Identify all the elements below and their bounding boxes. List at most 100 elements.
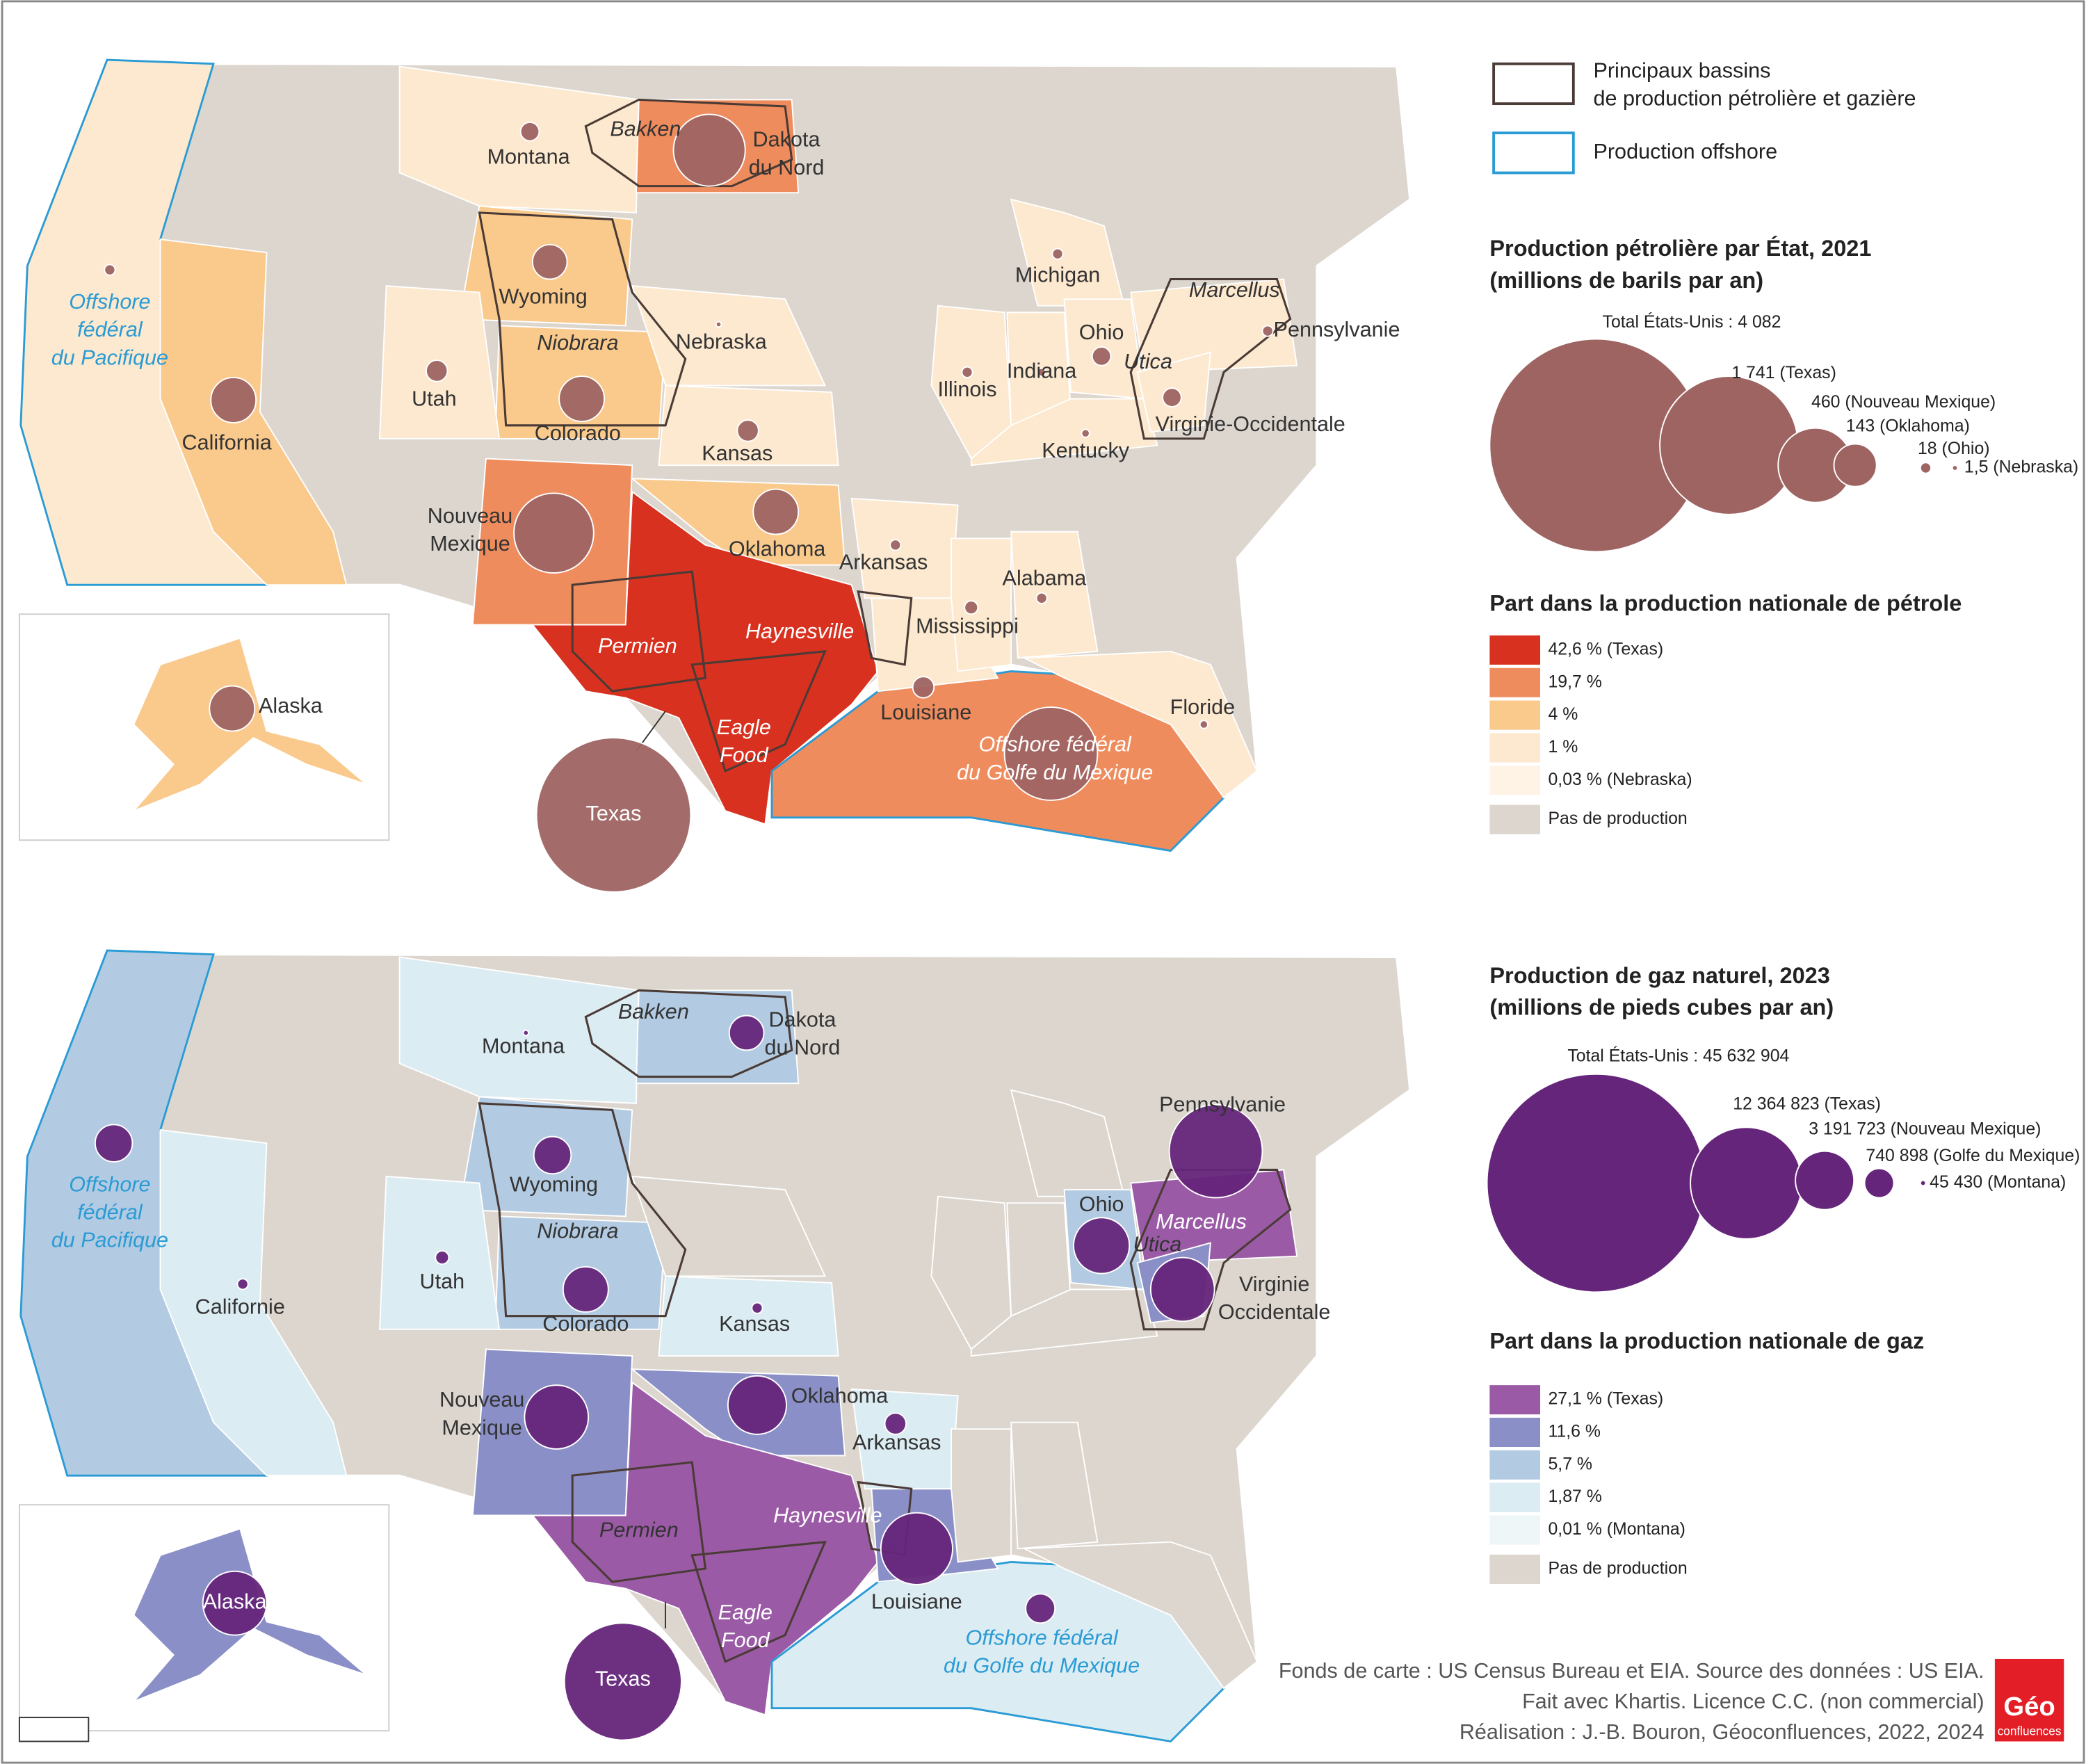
size-label: 460 (Nouveau Mexique) [1811,393,1996,412]
state [951,537,1012,672]
symbol [672,113,746,187]
class-label: 4 % [1548,705,1578,724]
map-label: Colorado [542,1312,629,1336]
map-label: du Golfe du Mexique [944,1654,1140,1678]
logo-box [1994,1658,2064,1742]
symbol [961,366,973,378]
map-label: Alabama [1003,567,1087,590]
map-label: Niobrara [537,1219,618,1243]
legend-label: Principaux bassins [1593,58,1770,82]
basin-swatch [1492,62,1575,106]
map-label: Louisiane [880,701,971,725]
state [1021,650,1258,799]
size-circle [1863,1167,1895,1199]
map-label: Californie [195,1295,285,1318]
map-label: fédéral [77,318,143,341]
symbol [880,1512,953,1585]
map-label: Haynesville [773,1503,882,1527]
map-label: Utica [1133,1232,1182,1256]
map-label: Mississippi [916,614,1019,638]
symbol [1037,367,1046,378]
credit: Réalisation : J.-B. Bouron, Géoconfluenc… [1460,1720,1984,1744]
map-label: Wyoming [499,284,588,308]
class-swatch [1489,1482,1541,1512]
class-label: Pas de production [1548,809,1687,828]
map-label: Eagle [718,1601,773,1624]
size-circle [1919,462,1932,474]
map-label: Utica [1124,350,1172,373]
credit: Fait avec Khartis. Licence C.C. (non com… [1522,1690,1984,1713]
map-label: Utah [412,387,457,411]
map-label: Occidentale [1218,1300,1330,1324]
map-label: Offshore [69,290,150,314]
state [1021,1541,1258,1690]
map-label: Mexique [442,1416,522,1439]
symbol [884,1412,907,1435]
size-label: Total États-Unis : 4 082 [1603,311,1781,332]
class-label: 0,01 % (Montana) [1548,1520,1685,1539]
map-label: fédéral [77,1201,143,1224]
legend-title: (millions de barils par an) [1489,268,1763,293]
state [398,956,640,1104]
state [398,65,640,213]
logo: confluences [1998,1724,2062,1738]
symbol [715,321,722,328]
map-label: du Nord [765,1036,841,1060]
symbol [728,1014,765,1051]
symbol [558,375,606,423]
symbol [727,1375,787,1435]
symbol [1199,720,1209,729]
class-swatch [1489,1450,1541,1480]
map-label: Marcellus [1156,1210,1247,1233]
symbol [1025,1593,1056,1624]
map-label: Offshore [69,1172,150,1196]
symbol [751,1302,763,1314]
map-label: Oklahoma [791,1384,888,1407]
symbol [752,488,800,535]
legend-label: Production offshore [1593,140,1777,163]
map-label: Kansas [719,1312,790,1336]
map-label: Texas [595,1667,651,1691]
class-label: 1,87 % [1548,1487,1601,1506]
size-circle [1951,464,1959,471]
map-label: Floride [1170,695,1235,719]
map-label: Pennsylvanie [1274,318,1400,341]
symbol [519,121,540,142]
basin-outline [478,1102,687,1318]
symbol [533,1135,572,1175]
map-label: Kansas [702,442,773,465]
basin-outline [478,211,687,427]
oil-map: Montana Bakken Dakota du Nord Wyoming Niobrar… [18,58,1412,893]
size-circle [1690,1126,1803,1240]
legend-title: Production pétrolière par État, 2021 [1489,235,1871,261]
map-label: Dakota [769,1008,836,1031]
map-label: Eagle [717,715,771,739]
map-label: Alaska [203,1590,267,1614]
class-label: 42,6 % (Texas) [1548,640,1663,658]
map-label: Nouveau [428,504,512,528]
state [159,1128,348,1477]
size-label: 1,5 (Nebraska) [1964,458,2078,477]
symbol [1051,248,1064,260]
size-label: 12 364 823 (Texas) [1733,1094,1881,1113]
logo: Géo [2003,1692,2055,1722]
class-label: 27,1 % (Texas) [1548,1390,1663,1409]
map-label: Oklahoma [729,537,825,561]
map-label: Offshore fédéral [965,1626,1118,1649]
map-label: du Golfe du Mexique [957,761,1153,784]
class-label: 0,03 % (Nebraska) [1548,770,1692,789]
symbol [1149,1256,1215,1322]
state [133,637,367,812]
map-label: Louisiane [871,1590,962,1614]
map-label: du Pacifique [51,1229,168,1252]
size-circle [1795,1150,1855,1211]
class-swatch [1489,1515,1541,1545]
map-label: Dakota [753,128,820,152]
basin-outline [571,570,707,693]
map-label: du Pacifique [51,346,168,369]
symbol [1091,346,1112,366]
gas-map: Bakken Dakota du Nord Montana Wyoming Niobrar… [18,949,1412,1743]
class-swatch [1489,1554,1541,1584]
map-label: California [182,431,272,455]
